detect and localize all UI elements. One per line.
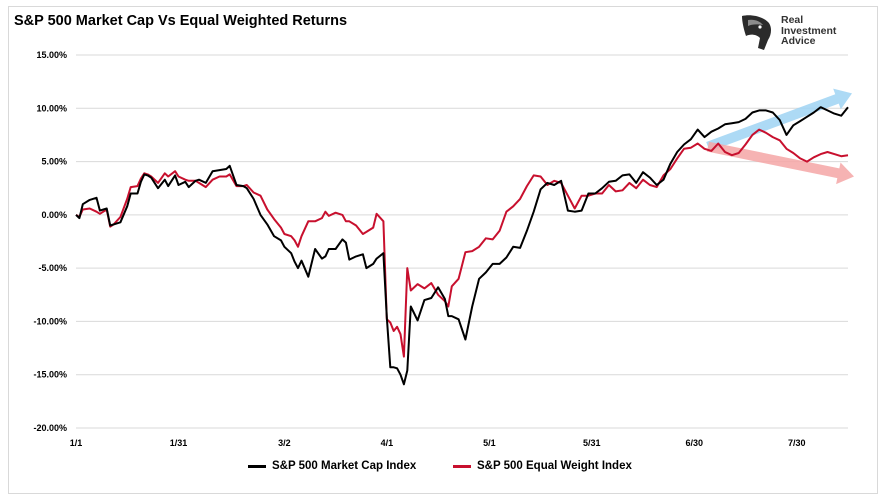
brand-name-line: Investment xyxy=(781,24,837,37)
legend-swatch xyxy=(248,464,266,468)
y-axis-ticks: 15.00% 10.00% 5.00% 0.00% -5.00% -10.00% -15.0… xyxy=(33,50,67,433)
brand-logo: Real Investment Advice xyxy=(736,12,856,52)
y-tick-label: 10.00% xyxy=(36,103,67,113)
y-tick-label: 0.00% xyxy=(41,210,67,220)
legend-item-equal-weight: S&P 500 Equal Weight Index xyxy=(453,458,632,474)
y-tick-label: 5.00% xyxy=(41,157,67,167)
eagle-head-icon xyxy=(742,15,771,50)
series-line-market-cap xyxy=(75,106,849,386)
chart-frame xyxy=(8,6,878,494)
y-tick-label: -5.00% xyxy=(38,263,67,273)
brand-name: Real Investment Advice xyxy=(781,15,836,47)
x-axis-ticks: 1/1 1/31 3/2 4/1 5/1 5/31 6/30 7/30 xyxy=(70,438,806,448)
x-tick-label: 6/30 xyxy=(686,438,704,448)
x-tick-label: 3/2 xyxy=(278,438,291,448)
x-tick-label: 5/1 xyxy=(483,438,496,448)
brand-name-line: Advice xyxy=(781,35,816,47)
legend-swatch xyxy=(453,464,471,468)
trend-arrow-down xyxy=(706,141,854,185)
trend-arrows xyxy=(706,88,854,185)
x-tick-label: 4/1 xyxy=(381,438,394,448)
x-tick-label: 1/1 xyxy=(70,438,83,448)
y-tick-label: -10.00% xyxy=(33,316,67,326)
x-tick-label: 5/31 xyxy=(583,438,601,448)
y-tick-label: 15.00% xyxy=(36,50,67,60)
brand-name-line: Real xyxy=(781,14,804,26)
legend-item-market-cap: S&P 500 Market Cap Index xyxy=(248,458,416,474)
y-tick-label: -20.00% xyxy=(33,423,67,433)
chart-legend: S&P 500 Market Cap Index S&P 500 Equal W… xyxy=(0,458,886,474)
legend-label: S&P 500 Market Cap Index xyxy=(272,460,417,472)
y-tick-label: -15.00% xyxy=(33,370,67,380)
legend-label: S&P 500 Equal Weight Index xyxy=(477,460,632,472)
x-tick-label: 1/31 xyxy=(170,438,188,448)
chart-title: S&P 500 Market Cap Vs Equal Weighted Ret… xyxy=(14,13,348,29)
series-lines xyxy=(75,106,849,386)
series-line-equal-weight xyxy=(75,128,849,358)
grid-lines xyxy=(76,54,848,429)
x-tick-label: 7/30 xyxy=(788,438,806,448)
